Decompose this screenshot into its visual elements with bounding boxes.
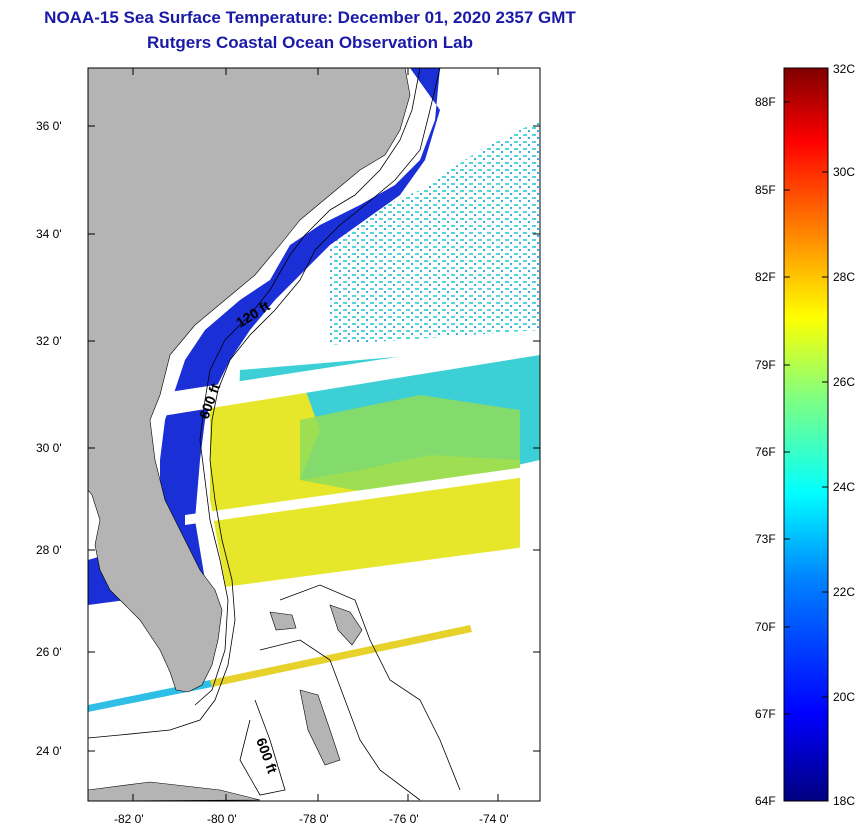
lat-axis <box>88 125 540 752</box>
lat-label-24: 24 0' <box>36 744 62 758</box>
cb-f-88: 88F <box>755 95 776 109</box>
lat-label-30: 30 0' <box>36 441 62 455</box>
lon-label-76: -76 0' <box>389 812 419 826</box>
cb-c-22: 22C <box>833 585 855 599</box>
cloud-gap-2 <box>185 465 540 525</box>
lat-label-26: 26 0' <box>36 645 62 659</box>
land-bahamas-3 <box>269 611 297 631</box>
lat-label-32: 32 0' <box>36 334 62 348</box>
cb-c-18: 18C <box>833 794 855 808</box>
cb-c-32: 32C <box>833 62 855 76</box>
lon-label-74: -74 0' <box>479 812 509 826</box>
isobath-600ft <box>88 68 441 739</box>
colorbar-celsius-ticks <box>822 171 828 698</box>
isobath-bahamas-c <box>239 699 286 796</box>
cb-f-85: 85F <box>755 183 776 197</box>
cb-c-30: 30C <box>833 165 855 179</box>
lon-axis <box>132 68 499 801</box>
isobath-bahamas-a <box>259 639 421 801</box>
lon-label-78: -78 0' <box>299 812 329 826</box>
cb-f-67: 67F <box>755 707 776 721</box>
cb-f-82: 82F <box>755 270 776 284</box>
colorbar-scale <box>783 67 829 802</box>
thin-sst-swath <box>210 625 472 687</box>
cb-c-24: 24C <box>833 480 855 494</box>
map-subtitle: Rutgers Coastal Ocean Observation Lab <box>147 33 473 52</box>
lat-label-36: 36 0' <box>36 119 62 133</box>
coastal-cold-band <box>160 68 440 610</box>
cb-f-76: 76F <box>755 445 776 459</box>
lon-label-80: -80 0' <box>207 812 237 826</box>
land-mainland <box>88 68 411 693</box>
cb-f-79: 79F <box>755 358 776 372</box>
sst-map <box>88 68 540 801</box>
lon-label-82: -82 0' <box>114 812 144 826</box>
lat-label-28: 28 0' <box>36 543 62 557</box>
colorbar-fahrenheit-ticks <box>784 101 790 715</box>
cb-c-26: 26C <box>833 375 855 389</box>
cb-f-73: 73F <box>755 532 776 546</box>
cb-c-28: 28C <box>833 270 855 284</box>
isobath-120ft <box>194 68 421 706</box>
lat-label-34: 34 0' <box>36 227 62 241</box>
offshore-sst-speckle <box>330 120 540 345</box>
cb-f-70: 70F <box>755 620 776 634</box>
cb-f-64: 64F <box>755 794 776 808</box>
sst-swath-green <box>300 395 520 495</box>
cb-c-20: 20C <box>833 690 855 704</box>
cloud-gap-1 <box>150 335 540 418</box>
isobath-bahamas-b <box>279 584 461 791</box>
land-cuba <box>88 781 261 801</box>
map-frame <box>87 67 541 802</box>
land-bahamas-2 <box>299 689 341 766</box>
land-bahamas-1 <box>329 604 363 646</box>
map-title: NOAA-15 Sea Surface Temperature: Decembe… <box>44 8 576 27</box>
